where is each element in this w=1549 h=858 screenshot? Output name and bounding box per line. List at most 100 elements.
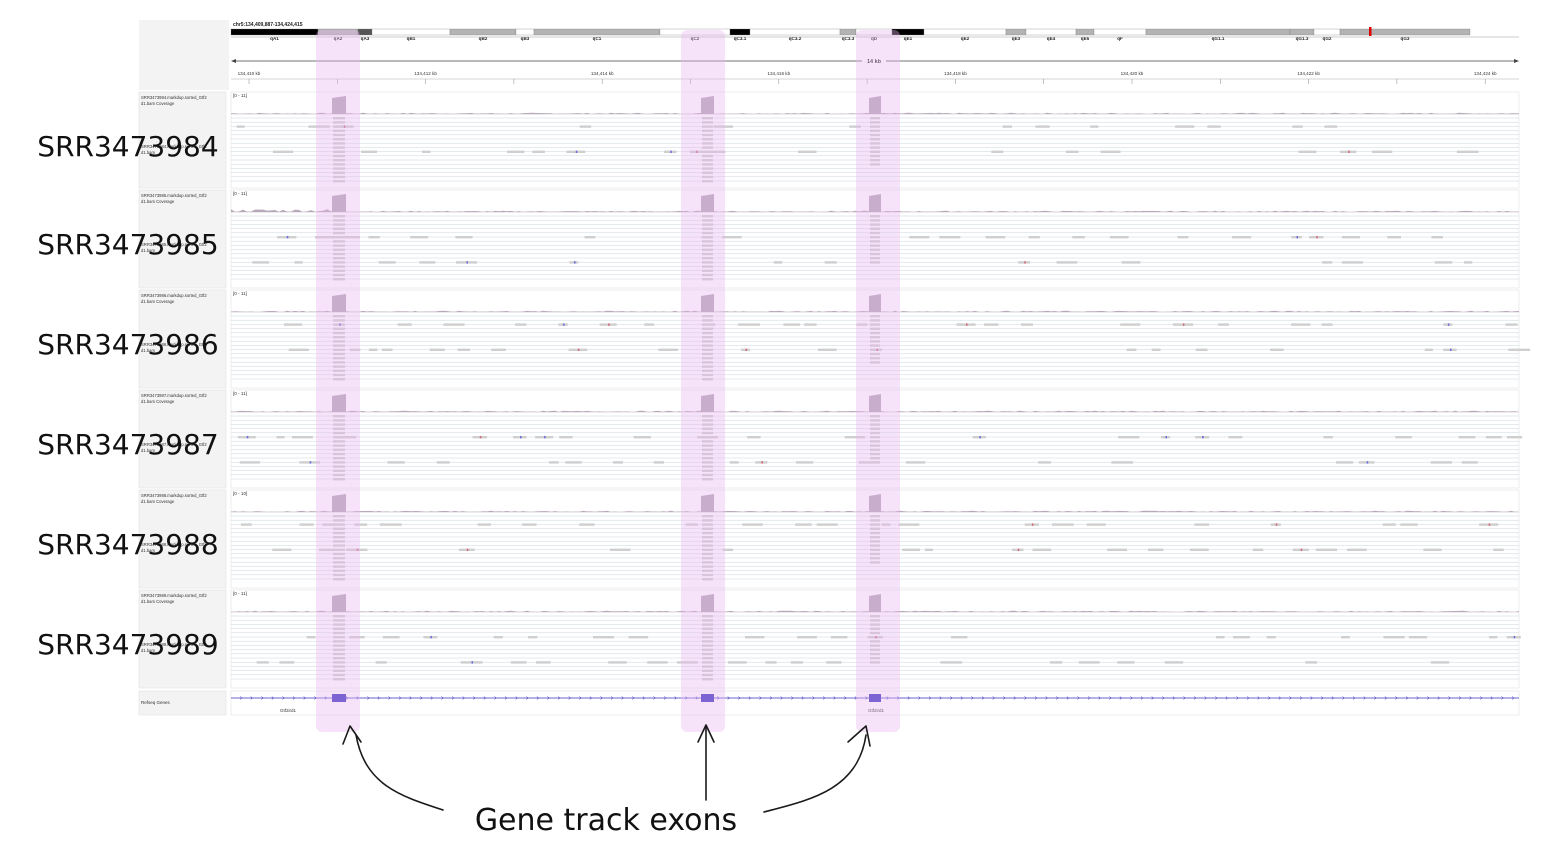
read[interactable]: [905, 461, 926, 464]
read[interactable]: [333, 415, 345, 418]
read[interactable]: [333, 231, 345, 235]
read[interactable]: [333, 171, 345, 174]
read[interactable]: [773, 261, 783, 264]
read[interactable]: [1400, 523, 1418, 526]
read[interactable]: [333, 623, 345, 626]
read[interactable]: [354, 523, 368, 526]
read[interactable]: [333, 265, 345, 268]
read[interactable]: [870, 138, 880, 141]
read[interactable]: [333, 444, 345, 447]
coverage-peak[interactable]: [332, 194, 346, 212]
read[interactable]: [870, 544, 880, 547]
read[interactable]: [722, 236, 742, 239]
read[interactable]: [1430, 661, 1450, 664]
coverage-peak[interactable]: [869, 294, 881, 312]
read[interactable]: [1021, 323, 1033, 326]
read[interactable]: [1461, 461, 1478, 464]
read[interactable]: [599, 323, 617, 326]
coverage-peak[interactable]: [869, 594, 881, 612]
read[interactable]: [368, 348, 378, 351]
read[interactable]: [702, 478, 713, 481]
track-name-panel[interactable]: [138, 389, 227, 489]
read[interactable]: [644, 323, 655, 326]
read[interactable]: [702, 365, 713, 368]
read[interactable]: [870, 133, 880, 137]
read[interactable]: [1028, 236, 1040, 239]
ideogram-band-qC1[interactable]: [533, 28, 661, 36]
read[interactable]: [1434, 261, 1453, 264]
read[interactable]: [1120, 323, 1141, 326]
read[interactable]: [870, 121, 880, 124]
read[interactable]: [333, 478, 345, 481]
read[interactable]: [333, 631, 345, 635]
read[interactable]: [1252, 548, 1264, 551]
read[interactable]: [1291, 323, 1311, 326]
read[interactable]: [870, 444, 880, 447]
read[interactable]: [333, 615, 345, 618]
read[interactable]: [702, 573, 713, 577]
read[interactable]: [333, 240, 345, 243]
ideogram-band-qB3[interactable]: [515, 28, 535, 36]
track-name-panel[interactable]: [138, 189, 227, 289]
read[interactable]: [1072, 236, 1085, 239]
read[interactable]: [522, 523, 537, 526]
read[interactable]: [747, 436, 761, 439]
read[interactable]: [702, 461, 713, 464]
read[interactable]: [870, 159, 880, 162]
read[interactable]: [1194, 523, 1210, 526]
read[interactable]: [333, 665, 345, 668]
read[interactable]: [790, 661, 803, 664]
read[interactable]: [1121, 261, 1141, 264]
read[interactable]: [333, 636, 345, 639]
read[interactable]: [1408, 636, 1428, 639]
read[interactable]: [702, 150, 713, 153]
ideogram-band-qE4[interactable]: [1025, 28, 1077, 36]
read[interactable]: [702, 138, 713, 141]
read[interactable]: [870, 657, 880, 660]
read[interactable]: [702, 669, 713, 672]
read[interactable]: [1456, 150, 1479, 153]
read[interactable]: [924, 548, 933, 551]
read[interactable]: [272, 548, 292, 551]
read[interactable]: [333, 236, 345, 239]
read[interactable]: [333, 423, 345, 426]
ideogram-band-qB2[interactable]: [449, 28, 517, 36]
read[interactable]: [1270, 523, 1281, 526]
read[interactable]: [1266, 636, 1276, 639]
read[interactable]: [1443, 348, 1457, 351]
read[interactable]: [333, 373, 345, 377]
read[interactable]: [333, 315, 345, 318]
read[interactable]: [702, 431, 713, 435]
read[interactable]: [291, 436, 313, 439]
read[interactable]: [315, 236, 336, 239]
read[interactable]: [658, 348, 678, 351]
read[interactable]: [702, 657, 713, 660]
read[interactable]: [507, 150, 525, 153]
read[interactable]: [972, 436, 986, 439]
read[interactable]: [333, 661, 345, 664]
refseq-name-panel[interactable]: [138, 690, 227, 716]
read[interactable]: [333, 419, 345, 422]
read[interactable]: [333, 365, 345, 368]
read[interactable]: [1309, 236, 1324, 239]
track-name-panel[interactable]: [138, 289, 227, 389]
read[interactable]: [702, 561, 713, 564]
read[interactable]: [1430, 461, 1452, 464]
read[interactable]: [856, 323, 868, 326]
read[interactable]: [1018, 261, 1031, 264]
read[interactable]: [722, 548, 734, 551]
read[interactable]: [702, 548, 713, 551]
read[interactable]: [1032, 548, 1052, 551]
read[interactable]: [844, 436, 865, 439]
read[interactable]: [1207, 125, 1221, 128]
read[interactable]: [333, 465, 345, 468]
read[interactable]: [702, 352, 713, 356]
read[interactable]: [702, 244, 713, 247]
read[interactable]: [322, 523, 338, 526]
read[interactable]: [870, 340, 880, 343]
read[interactable]: [870, 531, 880, 535]
coverage-peak[interactable]: [869, 96, 881, 114]
read[interactable]: [1035, 125, 1050, 128]
read[interactable]: [333, 619, 345, 622]
read[interactable]: [702, 117, 713, 120]
